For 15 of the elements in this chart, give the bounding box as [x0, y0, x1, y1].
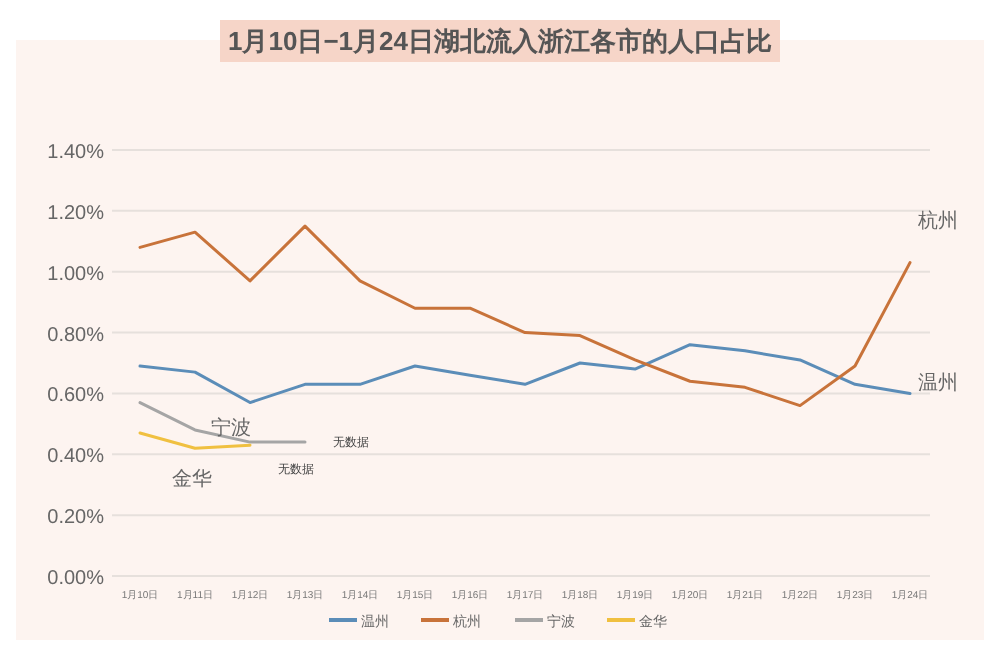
text: 温州 — [918, 373, 958, 396]
y-tick-label: 0.60% — [47, 385, 105, 408]
line-series — [138, 224, 912, 408]
text: 宁波 — [211, 418, 251, 441]
y-tick-label: 1.00% — [47, 263, 105, 286]
y-tick-label: 1.40% — [47, 142, 105, 164]
line-series — [138, 343, 912, 405]
chart-title: 1月10日−1月24日湖北流入浙江各市的人口占比 — [228, 26, 772, 56]
y-tick-label: 1.20% — [47, 202, 105, 225]
text: 杭州 — [918, 210, 958, 233]
text: 金华 — [172, 469, 212, 492]
y-tick-label: 0.40% — [47, 446, 105, 469]
y-tick-label: 0.00% — [47, 568, 105, 590]
y-tick-label: 0.80% — [47, 324, 105, 347]
y-tick-label: 0.20% — [47, 507, 105, 530]
